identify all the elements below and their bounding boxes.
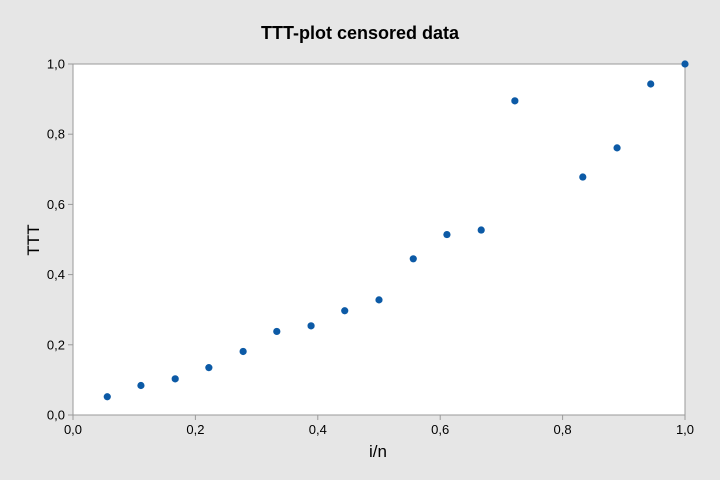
x-axis: 0,0 0,2 0,4 0,6 0,8 1,0 xyxy=(64,415,694,437)
data-point xyxy=(171,375,179,383)
x-tick-label: 0,8 xyxy=(554,422,572,437)
data-point xyxy=(477,226,485,234)
data-point xyxy=(205,364,213,372)
x-axis-label: i/n xyxy=(369,442,387,461)
x-tick-label: 1,0 xyxy=(676,422,694,437)
data-point xyxy=(613,144,621,152)
data-point xyxy=(239,347,247,356)
data-points xyxy=(103,60,689,401)
y-tick-label: 0,2 xyxy=(47,337,65,352)
y-tick-label: 0,6 xyxy=(47,197,65,212)
x-tick-label: 0,0 xyxy=(64,422,82,437)
x-tick-label: 0,4 xyxy=(309,422,327,437)
y-tick-label: 1,0 xyxy=(47,57,65,72)
data-point xyxy=(579,173,587,181)
y-tick-label: 0,4 xyxy=(47,267,65,282)
x-tick-label: 0,2 xyxy=(186,422,204,437)
chart-title: TTT-plot censored data xyxy=(261,23,460,43)
plot-area xyxy=(72,63,686,416)
data-point xyxy=(443,230,451,239)
y-tick-label: 0,0 xyxy=(47,408,65,423)
y-tick-label: 0,8 xyxy=(47,127,65,142)
data-point xyxy=(103,393,111,401)
data-point xyxy=(137,381,145,390)
data-point xyxy=(341,307,349,315)
data-point xyxy=(647,80,655,88)
data-point xyxy=(375,296,383,304)
data-point xyxy=(681,60,689,68)
data-point xyxy=(273,327,281,336)
y-axis-label: TTT xyxy=(24,224,43,255)
x-tick-label: 0,6 xyxy=(431,422,449,437)
y-axis: 0,0 0,2 0,4 0,6 0,8 1,0 xyxy=(47,57,73,423)
data-point xyxy=(307,322,315,330)
data-point xyxy=(409,255,417,263)
data-point xyxy=(511,97,519,105)
